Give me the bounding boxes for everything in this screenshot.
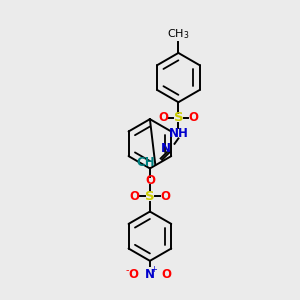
Text: N: N	[145, 268, 155, 281]
Text: O: O	[130, 190, 140, 203]
Text: O: O	[128, 268, 138, 281]
Text: NH: NH	[169, 127, 188, 140]
Text: -: -	[126, 265, 129, 275]
Text: O: O	[160, 190, 170, 203]
Text: O: O	[145, 174, 155, 187]
Text: N: N	[161, 142, 171, 155]
Text: O: O	[162, 268, 172, 281]
Text: S: S	[174, 111, 183, 124]
Text: O: O	[158, 111, 168, 124]
Text: CH$_3$: CH$_3$	[167, 27, 190, 40]
Text: O: O	[189, 111, 199, 124]
Text: S: S	[145, 190, 155, 203]
Text: CH: CH	[137, 156, 155, 169]
Text: +: +	[150, 265, 157, 274]
